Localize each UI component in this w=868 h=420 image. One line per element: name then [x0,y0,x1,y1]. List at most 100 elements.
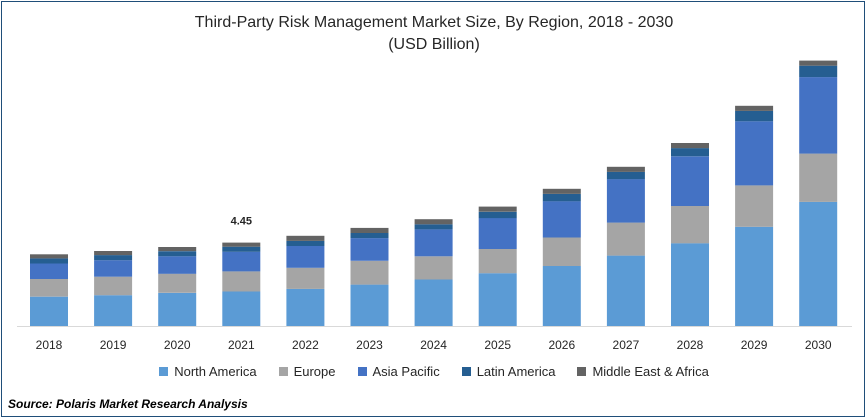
bar-middle-east-africa-2022 [286,235,325,241]
bar-middle-east-africa-2028 [671,143,709,149]
bar-middle-east-africa-2021 [222,242,261,247]
x-tick-label: 2026 [548,338,575,352]
bar-asia-pacific-2023 [350,238,389,261]
bar-latin-america-2022 [286,240,325,246]
bar-asia-pacific-2021 [222,251,261,272]
bar-asia-pacific-2022 [286,246,325,268]
bar-middle-east-africa-2026 [542,188,581,194]
bar-europe-2020 [158,273,197,293]
bar-europe-2027 [606,222,645,256]
legend-label: Middle East & Africa [592,364,709,379]
bar-latin-america-2028 [671,148,709,157]
bar-middle-east-africa-2027 [606,166,645,172]
bar-asia-pacific-2020 [158,256,197,274]
bar-europe-2021 [222,271,261,292]
legend-item: North America [159,364,257,379]
bar-latin-america-2021 [222,246,261,252]
bar-europe-2024 [414,256,453,280]
bar-latin-america-2018 [30,258,68,264]
bar-middle-east-africa-2025 [478,206,517,212]
x-tick-label: 2030 [805,338,832,352]
x-tick-label: 2027 [613,338,640,352]
x-tick-label: 2022 [292,338,319,352]
bar-north-america-2024 [414,279,453,326]
bar-middle-east-africa-2018 [30,254,68,259]
legend-label: North America [174,364,257,379]
bar-latin-america-2030 [799,65,838,78]
bar-asia-pacific-2026 [542,201,581,238]
bar-latin-america-2029 [735,110,774,122]
x-tick-label: 2028 [677,338,704,352]
legend-label: Asia Pacific [372,364,440,379]
bar-north-america-2027 [606,255,645,326]
data-label-2021: 4.45 [231,216,252,228]
bar-north-america-2023 [350,284,389,326]
bar-asia-pacific-2030 [799,77,838,154]
bar-asia-pacific-2025 [478,218,517,249]
legend-swatch [357,367,367,376]
bar-latin-america-2020 [158,251,197,257]
bar-latin-america-2027 [606,171,645,180]
legend-item: Europe [278,364,336,379]
bar-latin-america-2026 [542,194,581,202]
bar-europe-2026 [542,237,581,266]
chart-title: Third-Party Risk Management Market Size,… [194,14,674,31]
bar-north-america-2030 [799,201,838,326]
bar-north-america-2025 [478,273,517,326]
bar-asia-pacific-2018 [30,263,68,279]
x-tick-label: 2025 [484,338,511,352]
bar-europe-2025 [478,249,517,274]
bar-north-america-2028 [671,243,709,326]
bar-europe-2023 [350,260,389,285]
bar-middle-east-africa-2029 [735,105,774,111]
bar-middle-east-africa-2024 [414,219,453,225]
bar-middle-east-africa-2020 [158,247,197,252]
bar-europe-2028 [671,206,709,244]
legend-label: Europe [293,364,336,379]
bar-north-america-2029 [735,226,774,326]
bar-middle-east-africa-2019 [94,251,133,256]
bar-europe-2018 [30,279,68,297]
bar-europe-2022 [286,267,325,289]
bar-latin-america-2025 [478,211,517,219]
bar-north-america-2018 [30,296,68,326]
legend-item: Asia Pacific [357,364,440,379]
x-tick-label: 2020 [164,338,191,352]
x-tick-label: 2023 [356,338,383,352]
bar-latin-america-2019 [94,255,133,261]
legend-item: Middle East & Africa [577,364,709,379]
bar-middle-east-africa-2030 [799,60,838,66]
legend-swatch [577,367,587,376]
bar-asia-pacific-2028 [671,156,709,206]
chart-subtitle: (USD Billion) [388,36,480,53]
bar-north-america-2019 [94,295,133,326]
bar-asia-pacific-2027 [606,179,645,223]
source-note: Source: Polaris Market Research Analysis [8,397,248,411]
bar-europe-2019 [94,276,133,296]
legend-label: Latin America [476,364,556,379]
chart-title-block: Third-Party Risk Management Market Size,… [0,12,868,56]
bar-north-america-2021 [222,291,261,326]
x-tick-label: 2029 [741,338,768,352]
x-tick-label: 2019 [100,338,127,352]
bar-asia-pacific-2024 [414,229,453,257]
legend-item: Latin America [461,364,556,379]
x-tick-label: 2024 [420,338,447,352]
legend-swatch [159,367,169,376]
x-tick-label: 2021 [228,338,255,352]
bar-asia-pacific-2029 [735,121,774,186]
bar-europe-2029 [735,185,774,227]
chart-legend: North America Europe Asia Pacific Latin Ame… [0,364,868,379]
bar-north-america-2020 [158,292,197,326]
bar-latin-america-2024 [414,224,453,230]
x-tick-label: 2018 [36,338,63,352]
bar-north-america-2026 [542,266,581,326]
bar-latin-america-2023 [350,233,389,239]
legend-swatch [278,367,288,376]
bar-europe-2030 [799,153,838,202]
bar-north-america-2022 [286,288,325,326]
bar-asia-pacific-2019 [94,260,133,277]
legend-swatch [461,367,471,376]
